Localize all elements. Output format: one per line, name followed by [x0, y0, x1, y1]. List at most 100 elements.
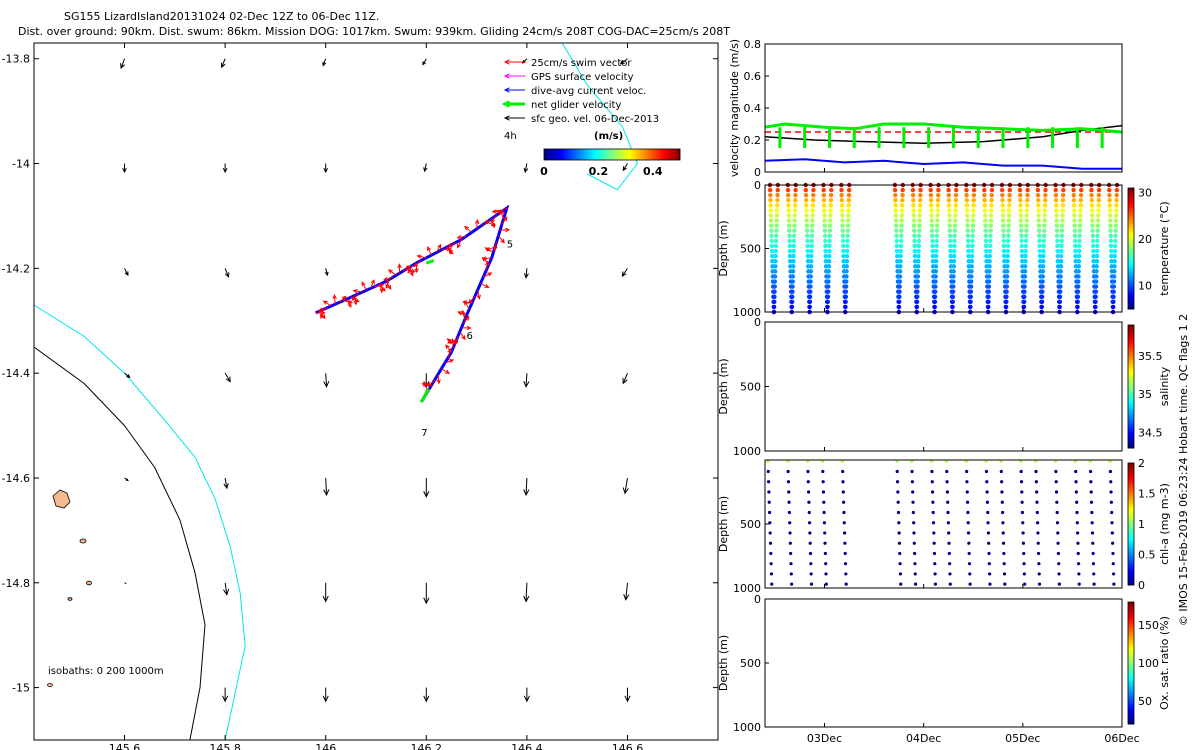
- temperature-sample: [1058, 279, 1063, 284]
- chl-sample: [986, 531, 990, 535]
- map-colorbar-cell: [639, 149, 641, 160]
- map-colorbar-tick: 0: [540, 165, 548, 178]
- swim-vector-arrow: [318, 307, 328, 312]
- chl-sample: [947, 531, 951, 535]
- chl-sample: [1036, 541, 1040, 545]
- profile-colorbar-cell: [1128, 556, 1134, 560]
- temperature-sample: [1036, 228, 1042, 233]
- temperature-sample: [768, 198, 773, 203]
- temperature-sample: [953, 198, 959, 203]
- temperature-sample: [804, 203, 809, 208]
- temperature-sample: [1042, 218, 1047, 223]
- profile-colorbar-cell: [1128, 335, 1134, 338]
- swim-vector-arrow: [476, 220, 478, 230]
- sfc-velocity-arrow: [224, 372, 231, 383]
- swim-vector-arrow-head: [448, 249, 453, 255]
- temperature-sample: [1036, 218, 1042, 223]
- temperature-sample: [1075, 294, 1081, 299]
- swim-vector-arrow-head: [414, 268, 419, 274]
- temperature-sample: [768, 203, 773, 208]
- sfc-velocity-arrow-shaft: [224, 268, 229, 278]
- temperature-sample: [826, 269, 831, 274]
- map-colorbar-cell: [560, 149, 562, 160]
- map-colorbar-cell: [579, 149, 581, 160]
- temperature-sample: [912, 248, 918, 254]
- velocity-ylabel: velocity magnitude (m/s): [728, 39, 741, 177]
- chl-sample: [1055, 510, 1059, 515]
- map-colorbar-cell: [561, 149, 563, 160]
- map-colorbar-cell: [666, 149, 668, 160]
- temperature-sample: [1060, 203, 1066, 208]
- chl-sample: [1109, 500, 1113, 504]
- profile-colorbar-cell: [1128, 697, 1134, 701]
- map-colorbar-cell: [619, 149, 621, 160]
- chl-sample: [1111, 562, 1115, 566]
- temperature-sample: [1112, 243, 1118, 249]
- chl-sample: [767, 510, 772, 515]
- swim-vector-arrow-head: [465, 315, 470, 321]
- track-day-label: 6: [467, 331, 473, 342]
- temperature-sample: [1042, 228, 1047, 233]
- temperature-sample: [1061, 187, 1066, 193]
- chl-sample: [766, 469, 770, 474]
- sfc-velocity-arrow: [220, 58, 226, 69]
- map-colorbar-cell: [660, 149, 662, 160]
- temperature-sample: [1090, 223, 1095, 228]
- profile-colorbar-cell: [1128, 333, 1134, 336]
- profile-colorbar-cell: [1128, 513, 1134, 517]
- temperature-sample: [930, 243, 935, 249]
- chl-sample: [932, 541, 936, 545]
- temperature-sample: [840, 218, 845, 223]
- profile-colorbar-cell: [1128, 638, 1134, 642]
- profile-colorbar-cell: [1128, 216, 1134, 219]
- temperature-sample: [1093, 304, 1098, 310]
- temperature-sample: [1108, 233, 1113, 238]
- profile-colorbar-cell: [1128, 415, 1134, 418]
- chl-sample: [1054, 490, 1059, 494]
- map-colorbar-cell: [679, 149, 681, 160]
- temperature-sample: [897, 284, 902, 289]
- swim-vector-arrow: [369, 280, 375, 289]
- profile-ytick-label: 1000: [733, 306, 761, 319]
- temperature-sample: [894, 243, 900, 249]
- profile-colorbar-cell: [1128, 355, 1134, 359]
- temperature-sample: [897, 279, 903, 284]
- map-colorbar-cell: [676, 149, 678, 160]
- temperature-sample: [1018, 208, 1023, 213]
- chl-sample: [823, 551, 827, 556]
- profile-colorbar-cell: [1128, 260, 1134, 264]
- swim-vector-arrow: [500, 210, 504, 220]
- sfc-velocity-arrow-head: [523, 273, 529, 279]
- map-colorbar-cell: [642, 149, 644, 160]
- map-colorbar-cell: [584, 149, 586, 160]
- map-colorbar-cell: [549, 149, 551, 160]
- temperature-sample: [828, 208, 833, 213]
- temperature-sample: [839, 198, 845, 203]
- profile-colorbar-cell: [1128, 703, 1134, 707]
- temperature-sample: [986, 294, 991, 299]
- map-colorbar-cell: [547, 149, 549, 160]
- temperature-sample: [916, 259, 921, 264]
- temperature-sample: [1113, 228, 1118, 233]
- profile-colorbar-cell: [1128, 658, 1134, 662]
- temperature-sample: [768, 192, 773, 198]
- temperature-sample: [843, 294, 849, 299]
- temperature-sample: [825, 299, 830, 305]
- temperature-sample: [989, 192, 994, 198]
- temperature-sample: [1076, 269, 1081, 274]
- swim-vector-arrow-head: [463, 300, 469, 306]
- temperature-sample: [1037, 253, 1043, 259]
- temperature-sample: [989, 198, 994, 203]
- profile-colorbar-cell: [1128, 244, 1134, 247]
- temperature-sample: [786, 213, 791, 218]
- temperature-sample: [898, 259, 903, 264]
- temperature-sample: [811, 187, 816, 193]
- swim-vector-arrow-head: [322, 300, 328, 305]
- temperature-sample: [1114, 198, 1119, 203]
- chl-sample: [843, 551, 847, 556]
- swim-vector-arrow: [435, 244, 442, 253]
- temperature-sample: [986, 304, 991, 310]
- map-colorbar-cell: [575, 149, 577, 160]
- chl-sample: [787, 510, 791, 515]
- swim-vector-arrow-head: [466, 325, 472, 331]
